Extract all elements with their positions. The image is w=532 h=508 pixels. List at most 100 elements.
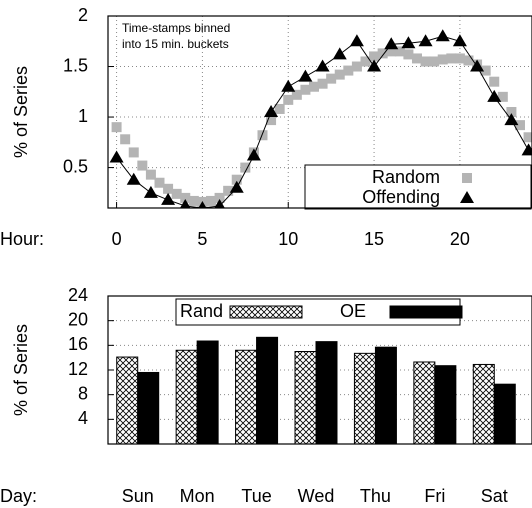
x-axis-label: Hour: bbox=[0, 229, 44, 249]
point bbox=[246, 148, 261, 161]
point bbox=[435, 29, 450, 42]
plot-frame bbox=[107, 15, 532, 209]
point bbox=[384, 37, 399, 50]
legend-marker bbox=[460, 191, 474, 203]
y-tick-label: 16 bbox=[68, 334, 88, 354]
point bbox=[180, 192, 191, 203]
y-tick-label: 12 bbox=[68, 359, 88, 379]
point bbox=[145, 169, 156, 180]
x-tick-label: Mon bbox=[180, 486, 215, 506]
bar bbox=[235, 349, 258, 445]
x-tick-label: 0 bbox=[112, 229, 122, 249]
y-tick-label: 20 bbox=[68, 309, 88, 329]
point bbox=[369, 51, 380, 62]
bar bbox=[315, 341, 338, 445]
point bbox=[163, 183, 174, 194]
point bbox=[308, 81, 319, 92]
x-tick-label: Sun bbox=[122, 486, 154, 506]
point bbox=[231, 174, 242, 185]
point bbox=[437, 54, 448, 65]
x-tick-label: 15 bbox=[364, 229, 384, 249]
bar bbox=[175, 349, 198, 445]
point bbox=[420, 56, 431, 67]
legend-swatch bbox=[229, 305, 303, 319]
point bbox=[315, 59, 330, 72]
point bbox=[266, 115, 277, 126]
point bbox=[351, 61, 362, 72]
point bbox=[367, 59, 382, 72]
y-tick-label: 8 bbox=[78, 383, 88, 403]
y-axis-label: % of Series bbox=[11, 66, 31, 158]
point bbox=[128, 147, 139, 158]
point bbox=[446, 53, 457, 64]
bar bbox=[434, 365, 457, 445]
x-tick-label: Sat bbox=[481, 486, 508, 506]
point bbox=[300, 84, 311, 95]
bar bbox=[196, 340, 219, 445]
point bbox=[205, 195, 216, 206]
legend-marker bbox=[462, 173, 472, 183]
y-tick-label: 1 bbox=[78, 106, 88, 126]
point bbox=[497, 91, 508, 102]
y-tick-label: 1.5 bbox=[63, 55, 88, 75]
point bbox=[360, 56, 371, 67]
point bbox=[281, 79, 296, 92]
point bbox=[480, 65, 491, 76]
point bbox=[137, 160, 148, 171]
point bbox=[463, 55, 474, 66]
legend-label: Offending bbox=[362, 187, 440, 207]
point bbox=[283, 94, 294, 105]
bar bbox=[116, 356, 139, 445]
point bbox=[214, 192, 225, 203]
point bbox=[264, 105, 279, 117]
point bbox=[109, 150, 124, 163]
annotation: into 15 min. buckets bbox=[122, 37, 229, 51]
point bbox=[334, 69, 345, 80]
point bbox=[120, 134, 131, 145]
point bbox=[386, 46, 397, 57]
point bbox=[332, 47, 347, 60]
point bbox=[403, 49, 414, 60]
point bbox=[343, 65, 354, 76]
bar bbox=[294, 351, 317, 445]
point bbox=[188, 195, 199, 206]
point bbox=[229, 180, 244, 193]
point bbox=[489, 76, 500, 87]
legend-label: Rand bbox=[180, 301, 223, 321]
point bbox=[161, 192, 176, 205]
point bbox=[326, 73, 337, 84]
point bbox=[411, 53, 422, 64]
point bbox=[504, 113, 519, 126]
point bbox=[377, 48, 388, 59]
point bbox=[154, 177, 165, 188]
legend-swatch bbox=[389, 305, 463, 319]
y-tick-label: 24 bbox=[68, 285, 88, 305]
point bbox=[298, 69, 313, 82]
x-tick-label: 20 bbox=[450, 229, 470, 249]
y-tick-label: 0.5 bbox=[63, 156, 88, 176]
bar bbox=[493, 383, 516, 445]
point bbox=[418, 34, 433, 47]
point bbox=[349, 34, 364, 47]
point bbox=[521, 143, 532, 156]
x-axis-label: Day: bbox=[0, 486, 37, 506]
legend-label: OE bbox=[340, 301, 366, 321]
point bbox=[429, 56, 440, 67]
y-tick-label: 2 bbox=[78, 5, 88, 25]
y-tick-label: 4 bbox=[78, 408, 88, 428]
bar bbox=[472, 363, 495, 445]
legend-label: Random bbox=[372, 167, 440, 187]
point bbox=[214, 198, 225, 208]
point bbox=[454, 53, 465, 64]
point bbox=[171, 188, 182, 199]
point bbox=[394, 46, 405, 57]
y-axis-label: % of Series bbox=[11, 324, 31, 416]
x-tick-label: Tue bbox=[241, 486, 271, 506]
point bbox=[179, 198, 191, 208]
point bbox=[274, 103, 285, 114]
point bbox=[487, 89, 502, 102]
bar bbox=[137, 371, 160, 445]
point bbox=[111, 122, 122, 133]
point bbox=[470, 59, 485, 72]
point bbox=[317, 78, 328, 89]
